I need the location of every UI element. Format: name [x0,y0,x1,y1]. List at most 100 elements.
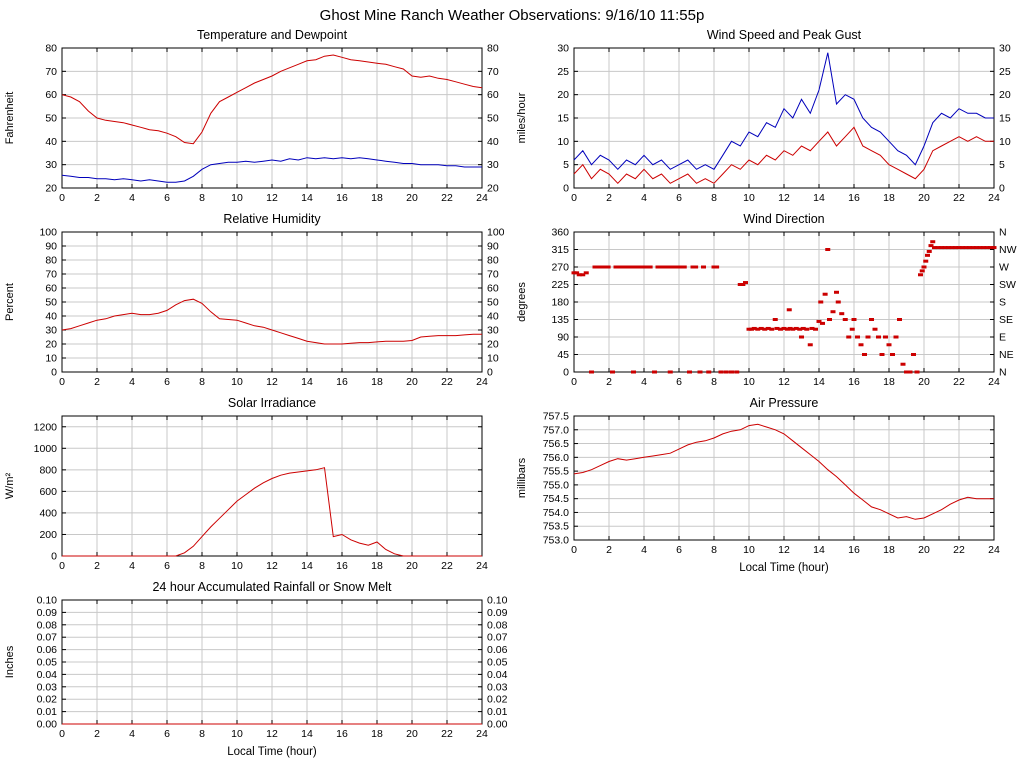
svg-text:6: 6 [676,376,682,388]
svg-text:0.07: 0.07 [487,632,508,644]
svg-text:Solar Irradiance: Solar Irradiance [228,396,316,410]
svg-text:40: 40 [45,311,57,323]
svg-text:degrees: degrees [516,282,528,322]
svg-text:8: 8 [199,560,205,572]
svg-text:754.5: 754.5 [543,493,569,505]
svg-text:20: 20 [406,192,418,204]
svg-text:10: 10 [743,192,755,204]
svg-text:S: S [999,297,1006,309]
svg-text:18: 18 [371,376,383,388]
svg-text:SE: SE [999,314,1013,326]
svg-text:0: 0 [59,560,65,572]
svg-text:0.09: 0.09 [487,607,508,619]
svg-text:0: 0 [571,376,577,388]
svg-text:15: 15 [999,113,1011,125]
svg-text:2: 2 [94,728,100,740]
svg-text:40: 40 [45,136,57,148]
svg-text:0: 0 [563,367,569,379]
svg-text:18: 18 [371,192,383,204]
svg-text:22: 22 [441,728,453,740]
svg-text:0.10: 0.10 [487,595,508,607]
svg-text:N: N [999,227,1007,239]
charts-grid: 0 2 4 6 8 10 12 14 16 18 20 22 24 20 20 30 30 40 40 50 50 60 6… [0,26,1024,762]
svg-text:360: 360 [551,227,569,239]
svg-text:Temperature and Dewpoint: Temperature and Dewpoint [197,28,348,42]
svg-text:12: 12 [778,376,790,388]
svg-text:30: 30 [557,43,569,55]
svg-text:6: 6 [164,376,170,388]
svg-text:6: 6 [164,728,170,740]
svg-text:4: 4 [641,544,647,556]
chart-wind-speed-gust: 0 2 4 6 8 10 12 14 16 18 20 22 24 0 0 5 5 10 10 15 15 20 20 25 2… [512,26,1024,210]
svg-text:10: 10 [557,136,569,148]
svg-text:N: N [999,367,1007,379]
svg-text:10: 10 [45,353,57,365]
svg-text:20: 20 [406,560,418,572]
svg-text:2: 2 [606,376,612,388]
svg-text:270: 270 [551,262,569,274]
svg-text:70: 70 [45,269,57,281]
svg-text:1200: 1200 [34,421,58,433]
svg-text:755.0: 755.0 [543,479,569,491]
svg-text:0: 0 [563,183,569,195]
svg-text:0: 0 [999,183,1005,195]
svg-text:50: 50 [487,113,499,125]
svg-text:2: 2 [94,376,100,388]
svg-text:24: 24 [476,560,488,572]
svg-text:0: 0 [571,544,577,556]
svg-text:20: 20 [406,376,418,388]
svg-text:0: 0 [59,376,65,388]
svg-text:Percent: Percent [4,283,16,321]
chart-air-pressure: 0 2 4 6 8 10 12 14 16 18 20 22 24 753.0 753.5 754.0 754.… [512,394,1024,578]
svg-text:Fahrenheit: Fahrenheit [4,92,16,145]
svg-text:Wind Direction: Wind Direction [743,212,824,226]
svg-text:90: 90 [557,332,569,344]
svg-text:0: 0 [51,551,57,563]
svg-text:60: 60 [45,283,57,295]
svg-text:22: 22 [953,544,965,556]
svg-text:0.04: 0.04 [487,669,508,681]
svg-text:8: 8 [711,544,717,556]
svg-text:0.00: 0.00 [487,719,508,731]
svg-text:10: 10 [231,192,243,204]
svg-text:0.03: 0.03 [487,681,508,693]
svg-text:0.08: 0.08 [487,619,508,631]
svg-text:24: 24 [988,544,1000,556]
svg-text:5: 5 [999,159,1005,171]
svg-text:90: 90 [45,241,57,253]
svg-text:45: 45 [557,349,569,361]
svg-text:14: 14 [813,192,825,204]
svg-text:20: 20 [557,89,569,101]
svg-text:24: 24 [476,728,488,740]
svg-text:12: 12 [266,560,278,572]
svg-text:754.0: 754.0 [543,507,569,519]
svg-text:225: 225 [551,279,569,291]
svg-text:753.0: 753.0 [543,535,569,547]
svg-text:6: 6 [164,192,170,204]
svg-text:100: 100 [487,227,505,239]
svg-text:12: 12 [266,728,278,740]
svg-text:50: 50 [487,297,499,309]
svg-text:0.07: 0.07 [37,632,58,644]
svg-text:20: 20 [45,339,57,351]
svg-text:70: 70 [45,66,57,78]
svg-text:0.04: 0.04 [37,669,58,681]
svg-text:0.10: 0.10 [37,595,58,607]
chart-wind-direction: 0 2 4 6 8 10 12 14 16 18 20 22 24 0 N 45 NE 90 E 135 SE 180 S 2… [512,210,1024,394]
svg-text:8: 8 [199,192,205,204]
svg-text:6: 6 [164,560,170,572]
svg-text:25: 25 [557,66,569,78]
svg-text:70: 70 [487,66,499,78]
svg-text:W/m²: W/m² [4,473,16,500]
svg-text:90: 90 [487,241,499,253]
svg-text:E: E [999,332,1006,344]
svg-text:30: 30 [999,43,1011,55]
svg-text:2: 2 [94,560,100,572]
svg-text:14: 14 [301,560,313,572]
svg-text:4: 4 [129,376,135,388]
svg-text:10: 10 [487,353,499,365]
